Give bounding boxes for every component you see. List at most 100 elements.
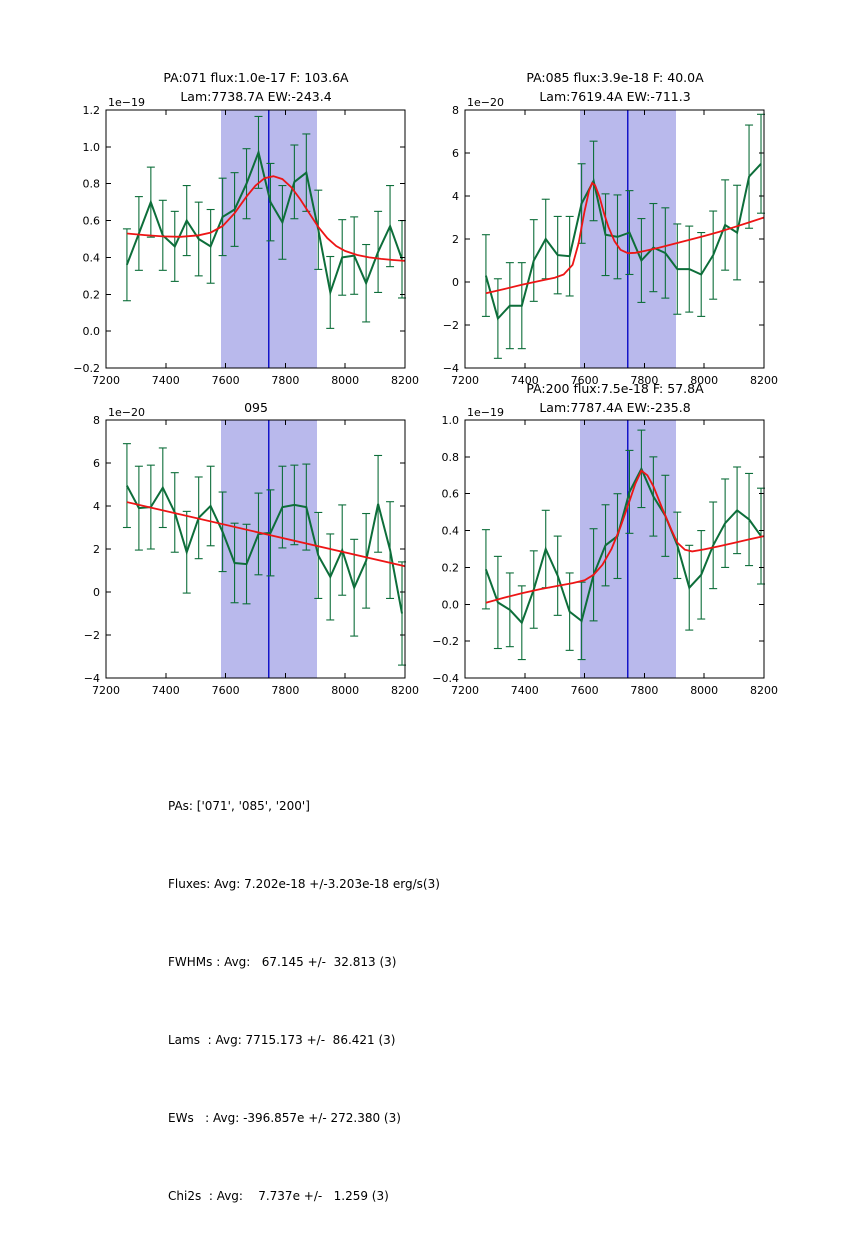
svg-text:8: 8 (452, 104, 459, 117)
svg-text:6: 6 (452, 147, 459, 160)
svg-text:8200: 8200 (391, 684, 419, 697)
svg-text:7400: 7400 (511, 684, 539, 697)
svg-text:0: 0 (93, 586, 100, 599)
y-tick-labels: 1.2 1.0 0.8 0.6 0.4 0.2 0.0 −0.2 (73, 104, 100, 375)
subplot-pa200: 7200 7400 7600 7800 8000 8200 1.0 0.8 0.6 0.4 0.2 0… (432, 406, 778, 697)
tick-marks (464, 109, 765, 369)
fit-line (485, 469, 765, 604)
svg-text:2: 2 (452, 233, 459, 246)
tick-marks (464, 419, 765, 679)
plot-title-pa085: PA:085 flux:3.9e-18 F: 40.0A Lam:7619.4A… (445, 68, 785, 106)
svg-text:−2: −2 (443, 319, 459, 332)
svg-text:0.8: 0.8 (442, 451, 460, 464)
axes-frame (105, 109, 406, 369)
svg-text:7200: 7200 (451, 684, 479, 697)
svg-text:−4: −4 (443, 362, 459, 375)
svg-text:7200: 7200 (451, 374, 479, 387)
svg-text:1.2: 1.2 (83, 104, 101, 117)
y-tick-labels: 8 6 4 2 0 −2 −4 (443, 104, 459, 375)
subplot-pa085: 7200 7400 7600 7800 8000 8200 8 6 4 2 0 −2 −4 1e−20 (443, 96, 778, 387)
svg-text:4: 4 (93, 500, 100, 513)
svg-text:8200: 8200 (750, 374, 778, 387)
fit-line (126, 175, 406, 262)
spectrum-line (484, 163, 762, 321)
svg-text:7400: 7400 (152, 684, 180, 697)
svg-text:7600: 7600 (212, 684, 240, 697)
svg-text:1.0: 1.0 (442, 414, 460, 427)
svg-text:4: 4 (452, 190, 459, 203)
stat-line-fluxes: Fluxes: Avg: 7.202e-18 +/-3.203e-18 erg/… (168, 877, 440, 891)
plot-title-pa071: PA:071 flux:1.0e-17 F: 103.6A Lam:7738.7… (86, 68, 426, 106)
plot-title-line1: PA:200 flux:7.5e-18 F: 57.8A (526, 381, 704, 396)
fit-line (485, 181, 765, 295)
plot-title-line1: PA:071 flux:1.0e-17 F: 103.6A (163, 70, 349, 85)
svg-text:0.2: 0.2 (442, 561, 460, 574)
stat-line-lams: Lams : Avg: 7715.173 +/- 86.421 (3) (168, 1033, 396, 1047)
svg-text:2: 2 (93, 543, 100, 556)
x-tick-labels: 7200 7400 7600 7800 8000 8200 (451, 684, 778, 697)
axes-frame (464, 419, 765, 679)
svg-text:0.4: 0.4 (83, 251, 101, 264)
svg-text:7800: 7800 (630, 374, 658, 387)
svg-text:0.2: 0.2 (83, 288, 101, 301)
svg-text:8000: 8000 (331, 374, 359, 387)
stat-line-fwhms: FWHMs : Avg: 67.145 +/- 32.813 (3) (168, 955, 397, 969)
plot-title-line2: Lam:7619.4A EW:-711.3 (539, 89, 691, 104)
x-tick-labels: 7200 7400 7600 7800 8000 8200 (451, 374, 778, 387)
spectrum-line (125, 149, 403, 297)
svg-text:7800: 7800 (630, 684, 658, 697)
svg-text:−0.2: −0.2 (432, 635, 459, 648)
svg-text:0.0: 0.0 (83, 325, 101, 338)
svg-text:7600: 7600 (571, 684, 599, 697)
y-axis-offset-label: 1e−19 (467, 406, 504, 419)
y-axis-offset-label: 1e−20 (108, 406, 145, 419)
svg-text:6: 6 (93, 457, 100, 470)
y-axis-offset-label: 1e−19 (108, 96, 145, 109)
plot-title-095: 095 (86, 398, 426, 417)
plot-title-line2: Lam:7738.7A EW:-243.4 (180, 89, 332, 104)
figure-root: { "colors": { "background": "#ffffff", "… (73, 68, 785, 1203)
fit-line (126, 501, 406, 568)
svg-text:−0.2: −0.2 (73, 362, 100, 375)
svg-text:−4: −4 (84, 672, 100, 685)
svg-text:−0.4: −0.4 (432, 672, 459, 685)
stat-line-ews: EWs : Avg: -396.857e +/- 272.380 (3) (168, 1111, 401, 1125)
plot-title-line2: Lam:7787.4A EW:-235.8 (539, 400, 691, 415)
plot-title-line1: PA:085 flux:3.9e-18 F: 40.0A (526, 70, 704, 85)
svg-text:8000: 8000 (690, 374, 718, 387)
svg-text:7200: 7200 (92, 374, 120, 387)
svg-text:0.8: 0.8 (83, 178, 101, 191)
svg-text:7400: 7400 (511, 374, 539, 387)
y-axis-offset-label: 1e−20 (467, 96, 504, 109)
tick-marks (105, 109, 406, 369)
plot-title-line1: 095 (244, 400, 268, 415)
svg-text:0.0: 0.0 (442, 598, 460, 611)
stat-line-pas: PAs: ['071', '085', '200'] (168, 799, 310, 813)
svg-text:8000: 8000 (690, 684, 718, 697)
svg-text:7200: 7200 (92, 684, 120, 697)
svg-text:0.6: 0.6 (442, 488, 460, 501)
x-tick-labels: 7200 7400 7600 7800 8000 8200 (92, 374, 419, 387)
tick-marks (105, 419, 406, 679)
spectrum-line (484, 466, 762, 625)
svg-text:8: 8 (93, 414, 100, 427)
svg-text:8000: 8000 (331, 684, 359, 697)
svg-text:7800: 7800 (271, 374, 299, 387)
stats-block: PAs: ['071', '085', '200'] Fluxes: Avg: … (168, 741, 440, 1235)
svg-text:−2: −2 (84, 629, 100, 642)
subplot-095: 7200 7400 7600 7800 8000 8200 8 6 4 2 0 −2 −4 1e−20 (84, 406, 419, 697)
y-tick-labels: 1.0 0.8 0.6 0.4 0.2 0.0 −0.2 −0.4 (432, 414, 459, 685)
svg-text:8200: 8200 (750, 684, 778, 697)
subplot-pa071: 7200 7400 7600 7800 8000 8200 1.2 1.0 0.8 0.6 0.4 0… (73, 96, 419, 387)
svg-text:7800: 7800 (271, 684, 299, 697)
svg-text:7600: 7600 (212, 374, 240, 387)
svg-text:7400: 7400 (152, 374, 180, 387)
svg-text:1.0: 1.0 (83, 141, 101, 154)
x-tick-labels: 7200 7400 7600 7800 8000 8200 (92, 684, 419, 697)
y-tick-labels: 8 6 4 2 0 −2 −4 (84, 414, 100, 685)
stat-line-chi2s: Chi2s : Avg: 7.737e +/- 1.259 (3) (168, 1189, 389, 1203)
svg-text:0.6: 0.6 (83, 215, 101, 228)
svg-text:0: 0 (452, 276, 459, 289)
svg-text:8200: 8200 (391, 374, 419, 387)
svg-text:7600: 7600 (571, 374, 599, 387)
